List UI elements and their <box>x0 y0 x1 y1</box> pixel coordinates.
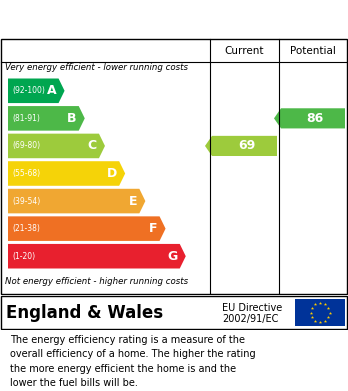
Text: C: C <box>88 140 97 152</box>
Text: 2002/91/EC: 2002/91/EC <box>222 314 278 324</box>
Text: 86: 86 <box>306 112 324 125</box>
Text: Not energy efficient - higher running costs: Not energy efficient - higher running co… <box>5 276 188 285</box>
Text: Potential: Potential <box>290 45 336 56</box>
Text: B: B <box>67 112 77 125</box>
Text: (81-91): (81-91) <box>12 114 40 123</box>
Text: A: A <box>47 84 57 97</box>
Text: EU Directive: EU Directive <box>222 303 282 313</box>
Text: The energy efficiency rating is a measure of the
overall efficiency of a home. T: The energy efficiency rating is a measur… <box>10 335 256 388</box>
Text: (69-80): (69-80) <box>12 142 40 151</box>
Text: E: E <box>129 195 137 208</box>
Polygon shape <box>8 244 186 269</box>
Text: (92-100): (92-100) <box>12 86 45 95</box>
Text: Very energy efficient - lower running costs: Very energy efficient - lower running co… <box>5 63 188 72</box>
Text: 69: 69 <box>238 140 255 152</box>
Polygon shape <box>8 216 166 241</box>
Text: G: G <box>167 250 178 263</box>
Polygon shape <box>8 189 145 213</box>
Text: (39-54): (39-54) <box>12 197 40 206</box>
Bar <box>295 299 345 326</box>
Text: D: D <box>107 167 117 180</box>
Text: (21-38): (21-38) <box>12 224 40 233</box>
Polygon shape <box>8 134 105 158</box>
Text: Current: Current <box>225 45 264 56</box>
Text: F: F <box>149 222 158 235</box>
Text: England & Wales: England & Wales <box>6 303 163 321</box>
Polygon shape <box>205 136 277 156</box>
Text: (55-68): (55-68) <box>12 169 40 178</box>
Text: Energy Efficiency Rating: Energy Efficiency Rating <box>10 11 220 27</box>
Polygon shape <box>274 108 345 128</box>
Polygon shape <box>8 79 65 103</box>
Text: (1-20): (1-20) <box>12 252 35 261</box>
Polygon shape <box>8 106 85 131</box>
Polygon shape <box>8 161 125 186</box>
